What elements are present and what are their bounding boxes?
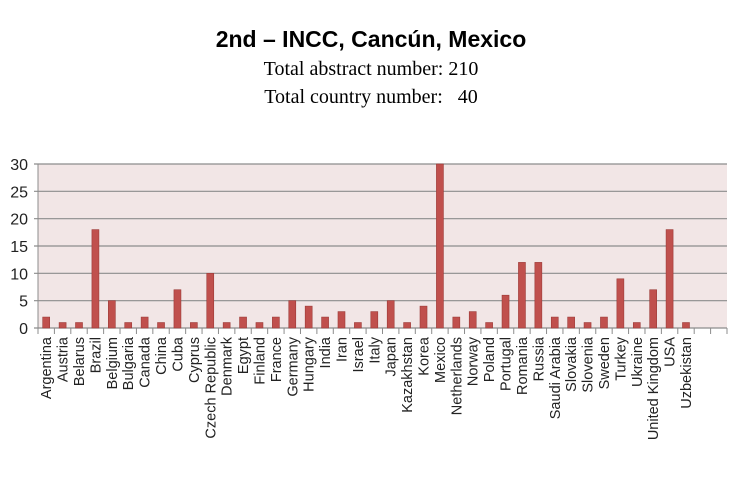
bar-india bbox=[321, 316, 329, 329]
bar-uzbekistan bbox=[682, 322, 690, 329]
x-tick-label: China bbox=[154, 336, 170, 375]
bar-france bbox=[272, 316, 280, 329]
x-tick-label: Argentina bbox=[39, 336, 55, 399]
total-abstract-number: Total abstract number: 210 bbox=[263, 58, 479, 80]
bar-mexico bbox=[436, 163, 444, 329]
x-tick-label: Turkey bbox=[613, 336, 629, 381]
x-tick-label: Uzbekistan bbox=[679, 337, 695, 409]
x-tick-label: Brazil bbox=[88, 337, 104, 373]
x-tick-label: Romania bbox=[515, 336, 531, 395]
bar-korea bbox=[419, 305, 428, 329]
bar-germany bbox=[288, 300, 297, 329]
bar-iran bbox=[337, 311, 346, 329]
bar-romania bbox=[518, 262, 526, 329]
y-tick-label: 10 bbox=[10, 266, 28, 283]
bar-canada bbox=[140, 316, 149, 329]
x-tick-label: Saudi Arabia bbox=[548, 336, 564, 419]
bar-slovenia bbox=[583, 322, 592, 329]
bar-cuba bbox=[173, 289, 182, 329]
bar-slovakia bbox=[567, 316, 575, 329]
bar-turkey bbox=[616, 278, 625, 329]
x-tick-label: Kazakhstan bbox=[400, 337, 416, 413]
x-tick-label: Belgium bbox=[105, 337, 121, 389]
bar-brazil bbox=[91, 229, 100, 329]
x-tick-label: Hungary bbox=[302, 336, 318, 392]
chart-title: 2nd – INCC, Cancún, Mexico bbox=[215, 26, 527, 52]
x-tick-label: Israel bbox=[351, 337, 367, 372]
bar-egypt bbox=[239, 316, 247, 329]
x-tick-label: United Kingdom bbox=[646, 337, 662, 440]
x-tick-label: France bbox=[269, 337, 285, 382]
x-tick-label: Poland bbox=[482, 337, 498, 382]
x-tick-label: Egypt bbox=[236, 337, 252, 374]
total-country-number: Total country number: 40 bbox=[264, 86, 478, 108]
y-tick-label: 0 bbox=[19, 321, 28, 338]
x-tick-label: Italy bbox=[367, 336, 383, 363]
bar-denmark bbox=[222, 322, 231, 329]
x-tick-label: Netherlands bbox=[449, 337, 465, 415]
bar-japan bbox=[386, 300, 395, 329]
bar-netherlands bbox=[452, 316, 461, 329]
y-tick-label: 15 bbox=[10, 239, 28, 256]
x-tick-label: India bbox=[318, 336, 334, 368]
bar-finland bbox=[255, 322, 264, 329]
x-tick-label: Austria bbox=[56, 336, 72, 382]
x-tick-label: Russia bbox=[531, 336, 547, 381]
x-tick-label: Canada bbox=[138, 336, 154, 388]
bar-china bbox=[157, 322, 165, 329]
x-tick-label: Denmark bbox=[220, 336, 236, 396]
bar-belarus bbox=[75, 322, 83, 329]
bar-israel bbox=[354, 322, 362, 329]
bar-austria bbox=[58, 322, 67, 329]
y-tick-label: 5 bbox=[19, 294, 28, 311]
bar-russia bbox=[534, 262, 543, 329]
bar-poland bbox=[485, 322, 493, 329]
x-tick-label: Iran bbox=[334, 337, 350, 362]
x-tick-label: Germany bbox=[285, 336, 301, 396]
x-tick-label: Mexico bbox=[433, 337, 449, 383]
x-tick-label: Cuba bbox=[170, 336, 186, 372]
y-tick-label: 20 bbox=[10, 212, 28, 229]
x-tick-label: Finland bbox=[252, 337, 268, 385]
x-tick-label: Cyprus bbox=[187, 337, 203, 383]
x-tick-label: Sweden bbox=[597, 337, 613, 389]
x-tick-label: Norway bbox=[466, 336, 482, 386]
x-tick-label: Ukraine bbox=[630, 337, 646, 387]
y-tick-label: 25 bbox=[10, 184, 28, 201]
bar-sweden bbox=[600, 316, 608, 329]
bar-bulgaria bbox=[124, 322, 133, 329]
x-tick-label: Belarus bbox=[72, 337, 88, 386]
x-tick-label: Korea bbox=[417, 336, 433, 376]
bar-kazakhstan bbox=[403, 322, 411, 329]
bar-argentina bbox=[42, 316, 51, 329]
x-tick-label: Portugal bbox=[499, 337, 515, 391]
x-tick-label: Slovenia bbox=[581, 336, 597, 393]
x-tick-label: Japan bbox=[384, 337, 400, 377]
bar-czech-republic bbox=[206, 273, 215, 329]
x-tick-label: Slovakia bbox=[564, 336, 580, 392]
bar-hungary bbox=[304, 305, 313, 329]
bar-saudi-arabia bbox=[550, 316, 559, 329]
x-tick-label: Czech Republic bbox=[203, 337, 219, 439]
bar-italy bbox=[370, 311, 379, 329]
bar-norway bbox=[468, 311, 477, 329]
bar-united-kingdom bbox=[649, 289, 657, 329]
bar-usa bbox=[665, 229, 674, 329]
bar-cyprus bbox=[190, 322, 198, 329]
bar-portugal bbox=[501, 294, 510, 329]
y-tick-label: 30 bbox=[10, 157, 28, 174]
x-tick-label: USA bbox=[663, 337, 679, 367]
x-tick-label: Bulgaria bbox=[121, 336, 137, 390]
bar-ukraine bbox=[632, 322, 641, 329]
bar-belgium bbox=[108, 300, 116, 329]
